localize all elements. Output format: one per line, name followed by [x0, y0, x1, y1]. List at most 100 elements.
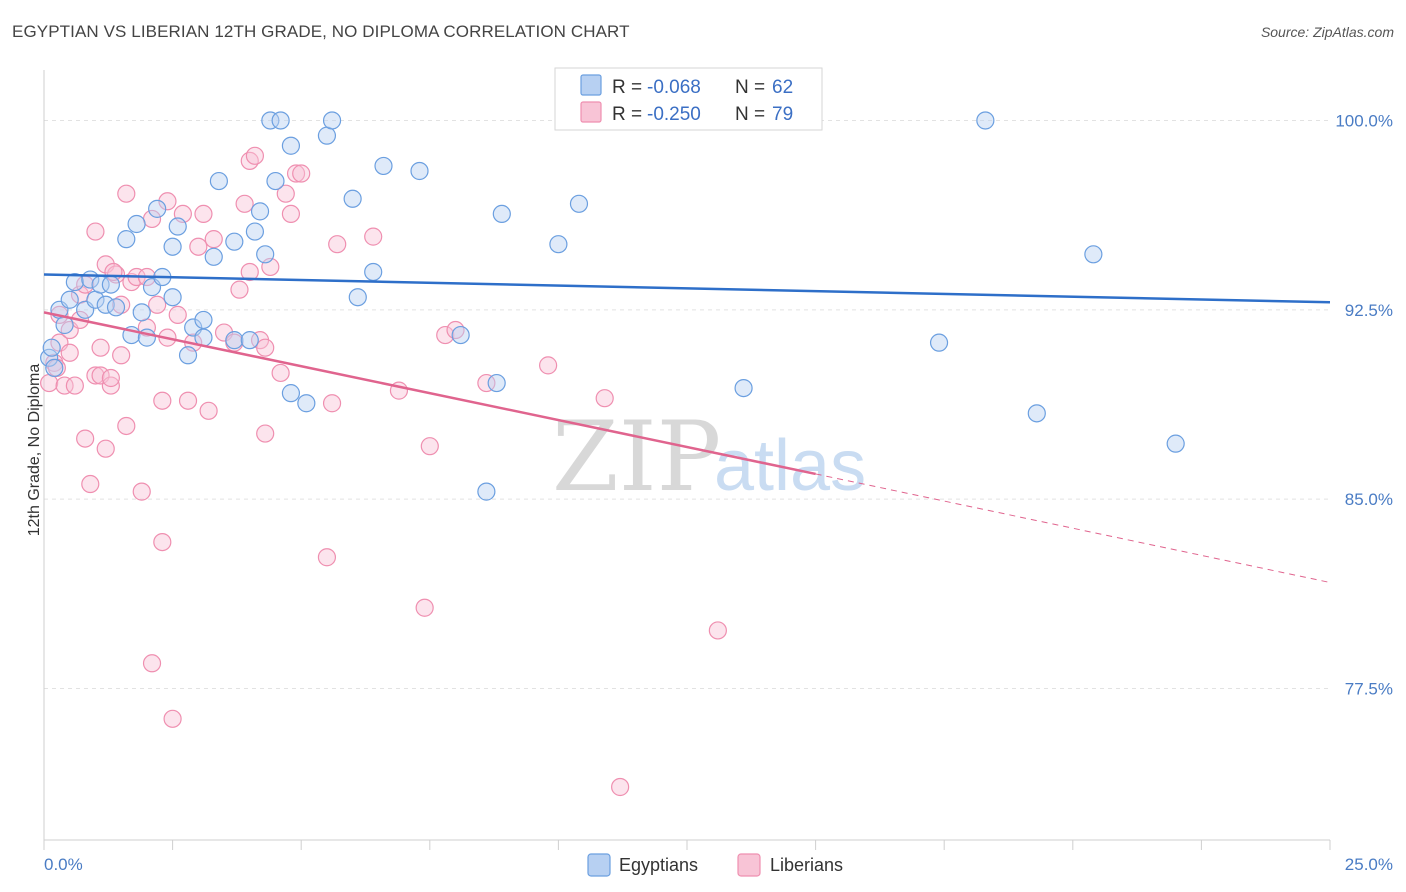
watermark: ZIP atlas: [552, 401, 866, 513]
liberians-point: [322, 394, 342, 413]
egyptians-point: [250, 202, 270, 221]
liberians-point: [328, 235, 347, 254]
egyptians-point: [163, 288, 182, 307]
liberians-point: [286, 164, 306, 183]
egyptians-point: [281, 136, 301, 155]
liberians-point: [86, 366, 105, 385]
liberians-point: [142, 654, 162, 673]
liberians-point: [230, 280, 249, 299]
legend: R = -0.068 N = 62 R = -0.250 N = 79: [554, 67, 823, 131]
y-axis-label: 12th Grade, No Diploma: [26, 364, 43, 537]
egyptians-point: [569, 194, 589, 213]
trend-lines: [43, 273, 1331, 583]
egyptians-point: [549, 235, 568, 254]
series-legend-liberians-swatch: [737, 853, 761, 877]
liberians-point: [245, 146, 265, 165]
egyptians-point: [225, 232, 244, 251]
chart-title: EGYPTIAN VS LIBERIAN 12TH GRADE, NO DIPL…: [12, 22, 630, 41]
liberians-point: [117, 416, 136, 436]
y-tick-label: 77.5%: [1345, 680, 1393, 699]
egyptians-point: [271, 111, 290, 130]
liberians-point: [539, 356, 558, 375]
liberians-point: [708, 621, 727, 640]
liberians-point: [235, 194, 254, 213]
egyptians-point: [929, 333, 949, 352]
egyptians-point: [976, 111, 995, 130]
liberians-point: [117, 184, 136, 203]
egyptians-point: [132, 303, 151, 322]
legend-egyptians-n-value: 62: [772, 77, 793, 98]
egyptians-point: [168, 217, 187, 236]
egyptians-point: [256, 245, 275, 264]
egyptians-trend-line: [43, 273, 1331, 304]
liberians-point: [436, 325, 455, 345]
egyptians-point: [204, 247, 223, 266]
egyptians-point: [261, 111, 280, 130]
egyptians-point: [225, 331, 244, 350]
y-tick-label: 85.0%: [1345, 490, 1393, 509]
egyptians-point: [60, 290, 79, 309]
liberians-point: [595, 389, 614, 408]
egyptians-point: [127, 214, 146, 234]
liberians-point: [189, 237, 208, 256]
egyptians-point: [364, 262, 383, 282]
egyptians-point: [245, 222, 265, 241]
x-tick-labels: 0.0% 25.0%: [44, 855, 1393, 874]
egyptians-point: [1084, 245, 1103, 264]
legend-liberians-swatch: [580, 101, 602, 123]
liberians-point: [256, 424, 275, 443]
series-legend-liberians-label: Liberians: [770, 855, 843, 875]
liberians-point: [45, 353, 64, 372]
liberians-point: [292, 164, 311, 183]
egyptians-point: [65, 272, 84, 292]
liberians-trend-extension: [815, 473, 1331, 583]
legend-liberians-r-value: -0.250: [647, 104, 701, 125]
series-legend: Egyptians Liberians: [587, 853, 843, 877]
liberians-point: [132, 482, 151, 501]
egyptians-point: [487, 373, 506, 393]
axes: [43, 70, 1331, 850]
egyptians-point: [240, 331, 259, 350]
liberians-point: [611, 777, 630, 797]
legend-liberians-n-label: N =: [735, 104, 765, 125]
egyptians-point: [266, 171, 285, 191]
liberians-point: [101, 376, 120, 395]
egyptians-point: [101, 275, 120, 294]
series-legend-egyptians-label: Egyptians: [619, 855, 698, 875]
liberians-point: [199, 401, 218, 420]
liberians-point: [158, 192, 177, 211]
egyptians-point: [410, 161, 429, 181]
liberians-point: [364, 227, 383, 246]
egyptians-point: [281, 384, 301, 403]
liberians-point: [76, 429, 95, 448]
legend-liberians-r-label: R =: [612, 104, 642, 125]
egyptians-points: [40, 111, 1185, 501]
watermark-zip: ZIP: [552, 401, 721, 513]
egyptians-point: [45, 358, 64, 378]
liberians-point: [96, 439, 115, 458]
liberians-point: [281, 204, 301, 224]
egyptians-point: [42, 338, 61, 357]
liberians-point: [240, 262, 259, 282]
egyptians-point: [322, 111, 342, 130]
egyptians-point: [492, 204, 511, 224]
liberians-point: [153, 391, 172, 410]
legend-liberians-n-value: 79: [772, 104, 793, 125]
liberians-point: [101, 368, 120, 388]
egyptians-point: [734, 378, 753, 398]
egyptians-point: [374, 156, 393, 176]
liberians-point: [178, 391, 198, 410]
egyptians-point: [117, 230, 136, 249]
liberians-point: [65, 376, 84, 395]
liberians-point: [112, 346, 131, 365]
liberians-point: [276, 184, 295, 203]
series-legend-egyptians-swatch: [587, 853, 611, 877]
egyptians-point: [148, 199, 167, 218]
legend-egyptians-swatch: [580, 74, 602, 96]
egyptians-point: [209, 171, 228, 191]
x-tick-label-max: 25.0%: [1345, 855, 1393, 874]
y-tick-label: 100.0%: [1335, 111, 1393, 130]
egyptians-point: [106, 298, 126, 317]
liberians-point: [415, 598, 434, 617]
